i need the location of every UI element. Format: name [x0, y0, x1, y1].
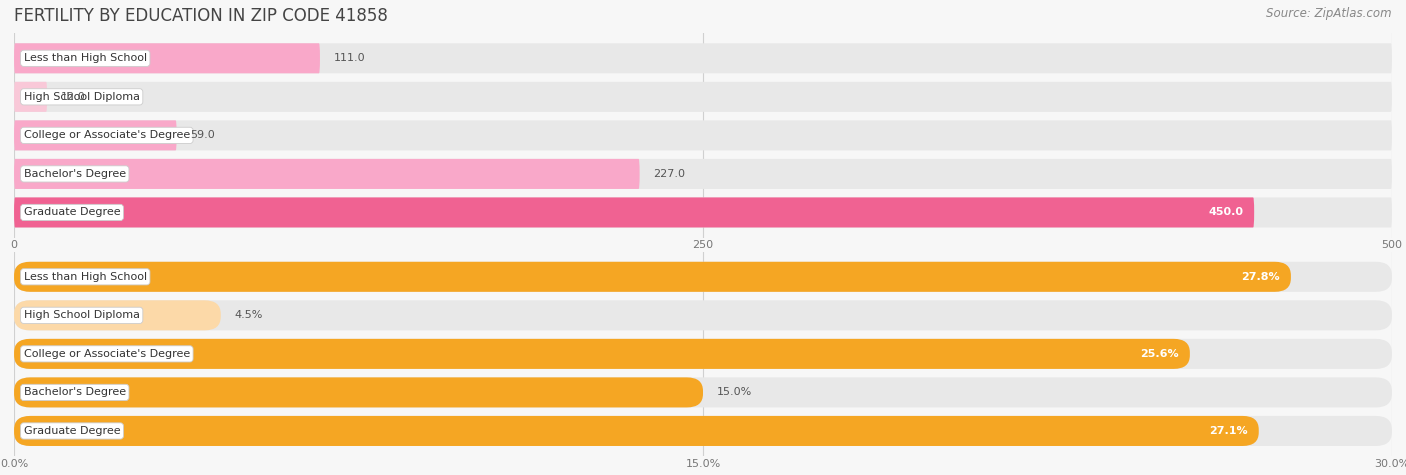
Text: Bachelor's Degree: Bachelor's Degree: [24, 388, 125, 398]
Text: 15.0%: 15.0%: [717, 388, 752, 398]
Text: 450.0: 450.0: [1208, 208, 1243, 218]
FancyBboxPatch shape: [14, 43, 321, 73]
FancyBboxPatch shape: [14, 339, 1189, 369]
FancyBboxPatch shape: [14, 82, 48, 112]
Text: 111.0: 111.0: [333, 53, 366, 63]
FancyBboxPatch shape: [14, 416, 1258, 446]
FancyBboxPatch shape: [14, 377, 1392, 408]
Text: 227.0: 227.0: [654, 169, 685, 179]
FancyBboxPatch shape: [14, 262, 1392, 292]
Text: 4.5%: 4.5%: [235, 310, 263, 320]
FancyBboxPatch shape: [14, 300, 1392, 331]
FancyBboxPatch shape: [14, 43, 1392, 73]
FancyBboxPatch shape: [14, 82, 1392, 112]
FancyBboxPatch shape: [14, 262, 1291, 292]
Text: 27.1%: 27.1%: [1209, 426, 1247, 436]
FancyBboxPatch shape: [14, 159, 640, 189]
Text: Bachelor's Degree: Bachelor's Degree: [24, 169, 125, 179]
FancyBboxPatch shape: [14, 120, 1392, 151]
FancyBboxPatch shape: [14, 416, 1392, 446]
FancyBboxPatch shape: [14, 300, 221, 331]
Text: Graduate Degree: Graduate Degree: [24, 208, 121, 218]
FancyBboxPatch shape: [14, 198, 1392, 228]
Text: FERTILITY BY EDUCATION IN ZIP CODE 41858: FERTILITY BY EDUCATION IN ZIP CODE 41858: [14, 7, 388, 25]
Text: Graduate Degree: Graduate Degree: [24, 426, 121, 436]
Text: College or Associate's Degree: College or Associate's Degree: [24, 349, 190, 359]
Text: 27.8%: 27.8%: [1241, 272, 1279, 282]
Text: High School Diploma: High School Diploma: [24, 92, 139, 102]
FancyBboxPatch shape: [14, 120, 177, 151]
Text: Less than High School: Less than High School: [24, 272, 146, 282]
FancyBboxPatch shape: [14, 198, 1254, 228]
FancyBboxPatch shape: [14, 377, 703, 408]
Text: Less than High School: Less than High School: [24, 53, 146, 63]
FancyBboxPatch shape: [14, 339, 1392, 369]
Text: Source: ZipAtlas.com: Source: ZipAtlas.com: [1267, 7, 1392, 20]
Text: 25.6%: 25.6%: [1140, 349, 1178, 359]
Text: High School Diploma: High School Diploma: [24, 310, 139, 320]
FancyBboxPatch shape: [14, 159, 1392, 189]
Text: 59.0: 59.0: [190, 130, 215, 141]
Text: College or Associate's Degree: College or Associate's Degree: [24, 130, 190, 141]
Text: 12.0: 12.0: [60, 92, 86, 102]
